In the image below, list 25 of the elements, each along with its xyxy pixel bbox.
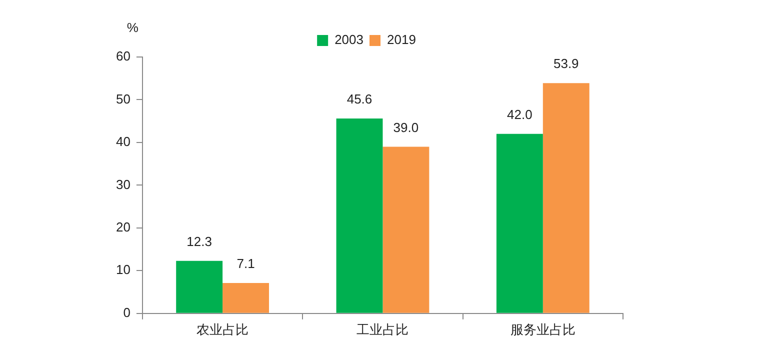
bar: [382, 146, 430, 313]
bar: [496, 134, 543, 313]
data-label: 53.9: [553, 56, 579, 72]
y-tick-label: 10: [116, 262, 130, 278]
data-label: 42.0: [507, 107, 532, 122]
x-tick-label: 农业占比: [196, 322, 249, 337]
y-axis-title: %: [126, 20, 139, 36]
bar: [336, 118, 383, 313]
y-tick-label: 0: [123, 304, 130, 320]
bar: [542, 83, 590, 313]
y-tick-label: 60: [116, 48, 130, 64]
legend-label: 2003: [334, 32, 364, 48]
legend-label: 2019: [387, 32, 416, 48]
data-label: 45.6: [346, 92, 372, 107]
y-tick-label: 20: [116, 220, 130, 235]
data-label: 39.0: [393, 120, 419, 135]
data-label: 7.1: [236, 256, 255, 272]
y-tick-label: 40: [116, 134, 130, 150]
y-tick-label: 30: [116, 176, 130, 192]
data-label: 12.3: [186, 234, 212, 249]
bar: [176, 260, 223, 313]
x-tick-label: 工业占比: [356, 322, 409, 337]
x-tick-label: 服务业占比: [510, 322, 576, 337]
bar: [222, 283, 269, 313]
y-tick-label: 50: [116, 91, 130, 106]
